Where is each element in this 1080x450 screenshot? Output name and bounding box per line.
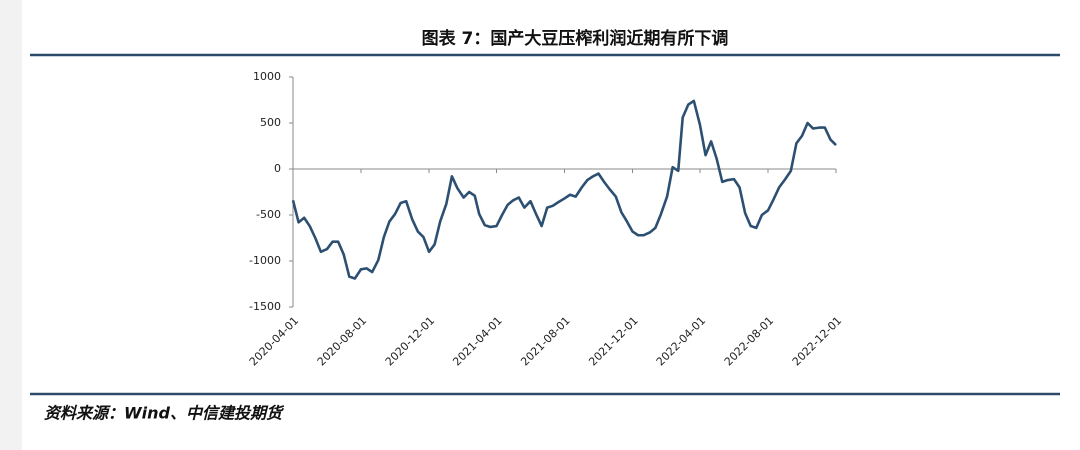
y-tick-label: 1000	[253, 70, 281, 83]
x-tick-label: 2020-12-01	[383, 314, 437, 368]
x-tick-label: 2022-12-01	[790, 314, 844, 368]
x-tick-label: 2022-04-01	[654, 314, 708, 368]
source-note: 资料来源：Wind、中信建投期货	[44, 404, 285, 423]
x-tick-label: 2020-08-01	[315, 314, 369, 368]
x-tick-label: 2021-12-01	[586, 314, 640, 368]
x-tick-label: 2021-04-01	[450, 314, 504, 368]
y-tick-label: -500	[256, 208, 281, 221]
x-tick-label: 2022-08-01	[722, 314, 776, 368]
y-tick-label: 500	[260, 116, 281, 129]
x-tick-label: 2020-04-01	[247, 314, 301, 368]
y-tick-label: -1500	[249, 300, 281, 313]
chart-title: 图表 7：国产大豆压榨利润近期有所下调	[422, 28, 729, 49]
x-tick-label: 2021-08-01	[518, 314, 572, 368]
side-strip	[0, 0, 22, 450]
data-line	[291, 99, 837, 280]
y-tick-label: -1000	[249, 254, 281, 267]
y-tick-label: 0	[274, 162, 281, 175]
